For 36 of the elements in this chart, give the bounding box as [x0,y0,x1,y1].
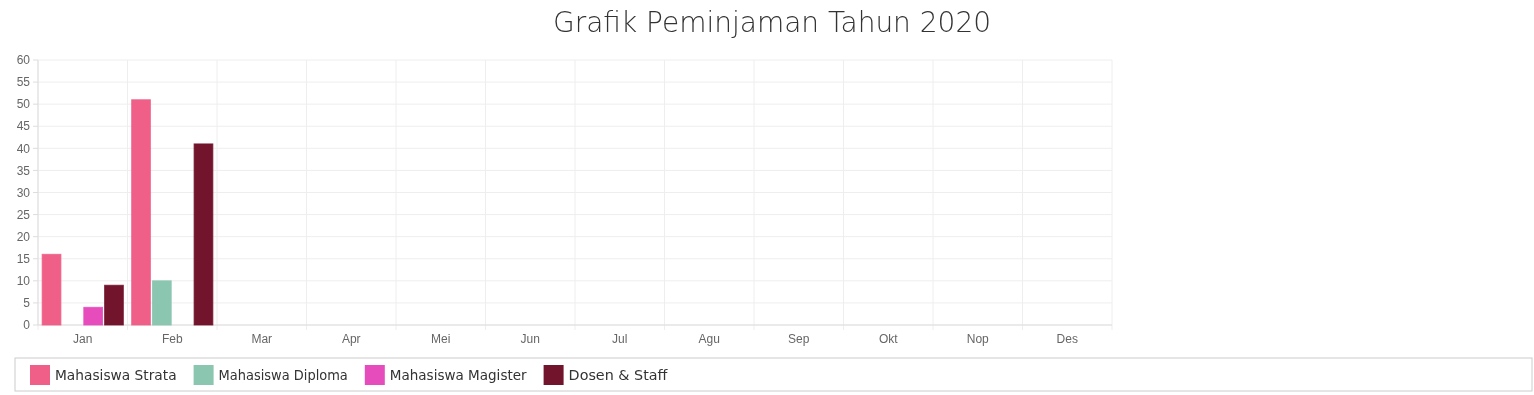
bar [193,143,214,326]
y-tick-label: 50 [16,97,31,112]
bar [131,99,151,326]
x-tick-label: Jun [520,332,540,346]
y-tick-label: 10 [16,274,31,289]
chart-title: Grafik Peminjaman Tahun 2020 [552,6,992,39]
legend-label: Mahasiswa Diploma [218,367,358,383]
y-tick-label: 45 [16,119,31,134]
x-tick-label: Jan [73,332,93,346]
legend-label: Mahasiswa Magister [389,367,532,383]
x-tick-label: Apr [341,332,361,346]
y-tick-label: 20 [16,229,31,244]
y-tick-label: 0 [23,318,31,333]
x-tick-label: Mar [251,332,273,346]
legend-label: Dosen & Staff [568,367,668,383]
x-tick-label: Feb [161,332,183,346]
y-tick-label: 30 [16,185,31,200]
y-tick-label: 40 [16,141,31,156]
x-tick-label: Okt [878,332,899,346]
bar [151,280,172,326]
y-tick-label: 35 [16,163,31,178]
x-tick-label: Sep [788,332,810,346]
y-tick-label: 60 [16,53,31,68]
x-tick-label: Jul [612,332,628,346]
x-tick-label: Des [1056,332,1078,346]
bar [83,306,104,326]
legend-label: Mahasiswa Strata [55,367,179,383]
y-tick-label: 25 [16,207,31,222]
bar [104,284,124,326]
x-tick-label: Mei [431,332,451,346]
y-tick-label: 15 [16,251,31,266]
y-tick-label: 5 [23,296,31,311]
bar [41,253,62,326]
y-tick-label: 55 [16,75,31,90]
x-tick-label: Nop [966,332,990,346]
x-tick-label: Agu [698,332,720,346]
